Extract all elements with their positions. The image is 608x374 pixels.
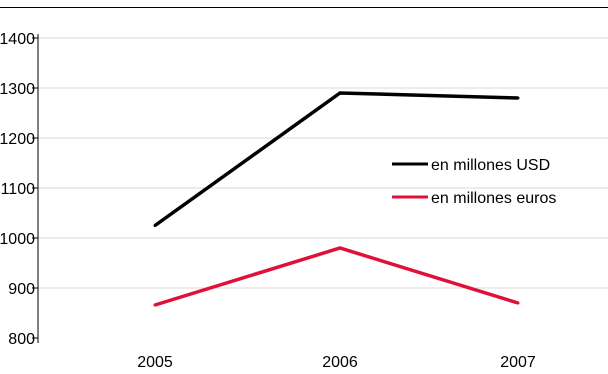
y-tick-label: 1000	[0, 231, 35, 248]
x-tick-label: 2007	[500, 354, 536, 371]
data-point	[338, 91, 342, 95]
series-lines	[153, 91, 520, 307]
data-point	[338, 246, 342, 250]
data-point	[516, 301, 520, 305]
y-tick-label: 1300	[0, 81, 35, 98]
y-tick-label: 1100	[1, 181, 36, 198]
x-tick-label: 2005	[137, 354, 173, 371]
x-axis-ticks: 2005 2006 2007	[137, 354, 536, 371]
gridlines	[38, 37, 608, 289]
y-tick-label: 900	[8, 281, 35, 298]
data-point	[153, 303, 157, 307]
y-tick-label: 800	[8, 331, 35, 348]
legend-label: en millones USD	[431, 157, 550, 174]
y-tick-label: 1400	[0, 31, 35, 48]
data-point	[153, 224, 157, 227]
legend-label: en millones euros	[431, 190, 556, 207]
y-tick-label: 1200	[0, 131, 35, 148]
legend: en millones USD en millones euros	[392, 157, 556, 207]
y-axis-ticks: 800 900 1000 1100 1200 1300 1400	[0, 31, 38, 348]
data-point	[516, 96, 520, 100]
x-tick-label: 2006	[322, 354, 358, 371]
